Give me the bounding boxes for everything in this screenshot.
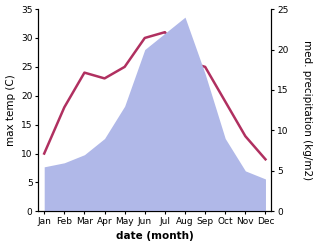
Y-axis label: med. precipitation (kg/m2): med. precipitation (kg/m2) — [302, 40, 313, 180]
Y-axis label: max temp (C): max temp (C) — [5, 74, 16, 146]
X-axis label: date (month): date (month) — [116, 231, 194, 242]
